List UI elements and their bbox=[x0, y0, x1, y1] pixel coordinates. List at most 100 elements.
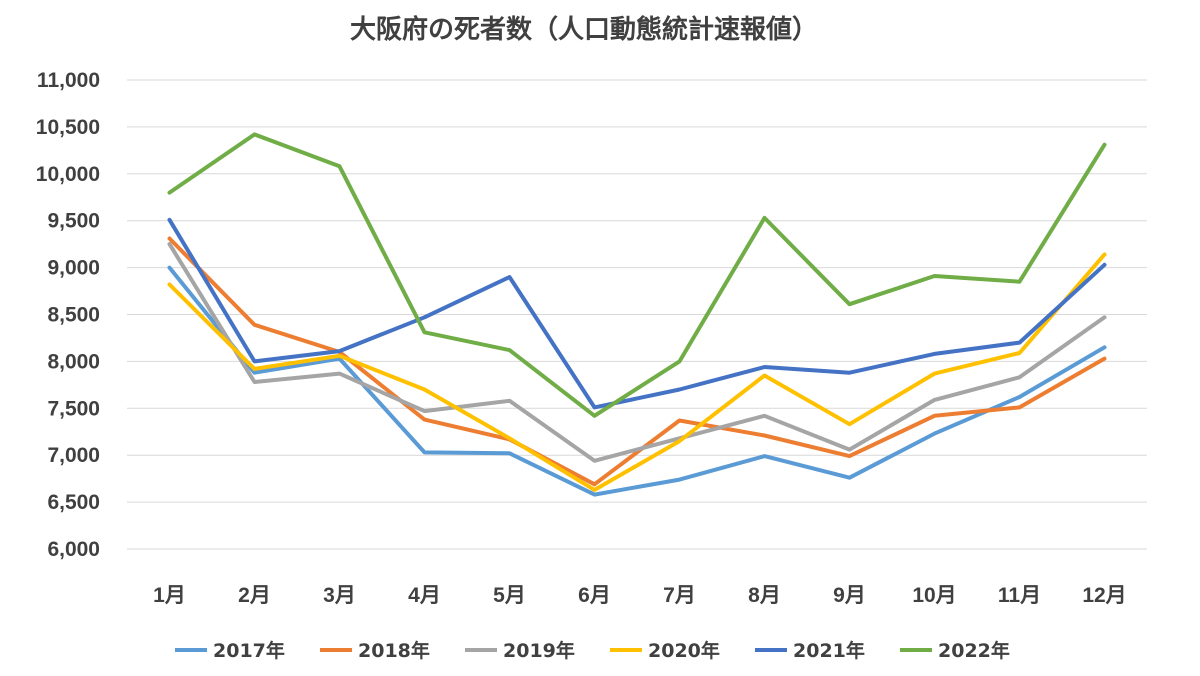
data-point bbox=[933, 372, 936, 375]
data-point bbox=[763, 216, 766, 220]
series-2017年 bbox=[167, 265, 1107, 497]
data-point bbox=[1018, 351, 1021, 355]
series-2019年 bbox=[167, 242, 1107, 463]
data-point bbox=[848, 448, 851, 451]
data-point bbox=[423, 331, 426, 334]
legend-label: 2020年 bbox=[648, 639, 720, 662]
data-point bbox=[253, 323, 256, 327]
data-point bbox=[593, 406, 596, 409]
series-2021年 bbox=[167, 217, 1107, 410]
x-tick-label: 10月 bbox=[912, 584, 956, 607]
series-line bbox=[167, 252, 1107, 492]
data-point bbox=[253, 133, 256, 136]
data-point bbox=[848, 454, 851, 458]
data-point bbox=[678, 478, 681, 481]
data-point bbox=[1103, 346, 1106, 349]
data-point bbox=[168, 237, 171, 240]
x-tick-label: 2月 bbox=[238, 584, 271, 607]
legend-item: 2019年 bbox=[465, 639, 575, 662]
data-point bbox=[593, 488, 596, 492]
x-tick-label: 12月 bbox=[1082, 584, 1126, 607]
data-point bbox=[933, 352, 936, 356]
series-line bbox=[167, 242, 1107, 463]
legend-item: 2017年 bbox=[175, 639, 285, 662]
data-point bbox=[168, 191, 171, 194]
data-point bbox=[933, 398, 936, 402]
y-tick-label: 9,500 bbox=[47, 210, 100, 233]
data-point bbox=[593, 414, 596, 418]
legend-item: 2021年 bbox=[755, 639, 865, 662]
series-2020年 bbox=[167, 252, 1107, 492]
data-point bbox=[1018, 406, 1021, 409]
data-point bbox=[253, 380, 256, 384]
data-point bbox=[678, 360, 681, 363]
data-point bbox=[253, 371, 256, 374]
data-point bbox=[763, 365, 766, 369]
data-point bbox=[1103, 316, 1106, 319]
y-tick-label: 7,500 bbox=[47, 397, 100, 420]
data-point bbox=[763, 434, 766, 437]
data-point bbox=[168, 218, 171, 221]
data-point bbox=[423, 316, 426, 319]
data-point bbox=[338, 349, 341, 353]
data-point bbox=[508, 437, 511, 440]
x-tick-label: 11月 bbox=[998, 584, 1041, 607]
data-point bbox=[168, 283, 171, 286]
y-tick-label: 8,500 bbox=[47, 304, 100, 327]
legend-item: 2020年 bbox=[610, 639, 720, 662]
data-point bbox=[423, 388, 426, 391]
data-point bbox=[338, 372, 341, 375]
data-point bbox=[508, 399, 511, 402]
data-point bbox=[1018, 376, 1021, 379]
y-tick-label: 11,000 bbox=[37, 69, 100, 92]
series-2022年 bbox=[167, 132, 1107, 418]
x-tick-label: 5月 bbox=[493, 584, 526, 607]
legend-label: 2022年 bbox=[938, 639, 1010, 662]
x-axis-tick-labels: 1月 2月 3月 4月 5月 6月 7月 8月 9月 10月 11月 12月 bbox=[153, 584, 1127, 607]
y-axis-tick-labels: 6,000 6,500 7,000 7,500 8,000 8,500 9,000 9,500… bbox=[36, 69, 100, 561]
data-point bbox=[423, 409, 426, 413]
data-point bbox=[933, 432, 936, 435]
data-point bbox=[338, 165, 341, 168]
data-point bbox=[848, 476, 851, 479]
data-point bbox=[678, 419, 681, 422]
data-point bbox=[423, 451, 426, 454]
data-point bbox=[933, 414, 936, 418]
data-point bbox=[508, 275, 511, 279]
legend-label: 2018年 bbox=[358, 639, 430, 662]
data-point bbox=[848, 302, 851, 306]
data-point bbox=[1103, 143, 1106, 146]
data-point bbox=[678, 388, 681, 391]
series-line bbox=[167, 236, 1107, 487]
x-tick-label: 7月 bbox=[663, 584, 696, 607]
y-tick-label: 6,000 bbox=[47, 538, 100, 561]
legend-label: 2021年 bbox=[793, 639, 865, 662]
y-tick-label: 7,000 bbox=[47, 444, 100, 467]
series-line bbox=[167, 217, 1107, 410]
y-tick-label: 6,500 bbox=[47, 491, 100, 514]
y-tick-label: 9,000 bbox=[47, 257, 100, 280]
legend-item: 2018年 bbox=[320, 639, 430, 662]
data-point bbox=[593, 483, 596, 486]
x-tick-label: 3月 bbox=[323, 584, 356, 607]
x-tick-label: 6月 bbox=[578, 584, 611, 607]
x-tick-label: 8月 bbox=[748, 584, 781, 607]
y-tick-label: 10,000 bbox=[36, 163, 100, 186]
legend-label: 2017年 bbox=[213, 639, 285, 662]
data-point bbox=[1103, 357, 1106, 360]
gridlines bbox=[127, 79, 1147, 550]
data-point bbox=[508, 348, 511, 352]
x-tick-label: 1月 bbox=[153, 584, 186, 607]
data-point bbox=[678, 439, 681, 443]
data-point bbox=[933, 274, 936, 278]
data-point bbox=[593, 459, 596, 463]
data-point bbox=[593, 493, 596, 496]
data-point bbox=[763, 414, 766, 418]
data-point bbox=[1103, 263, 1106, 266]
data-point bbox=[168, 242, 171, 246]
y-tick-label: 10,500 bbox=[36, 116, 100, 139]
x-tick-label: 9月 bbox=[833, 584, 866, 607]
data-point bbox=[848, 423, 851, 426]
data-point bbox=[1018, 280, 1021, 283]
